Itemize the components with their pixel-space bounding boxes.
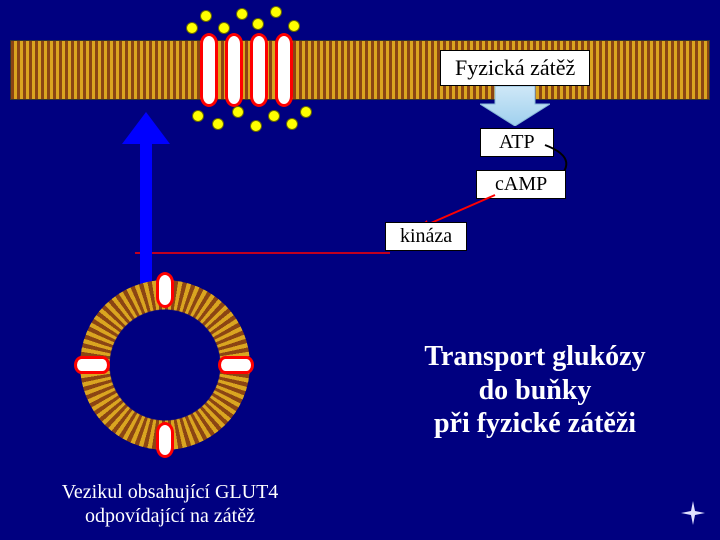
vesicle-glut4-channel	[74, 356, 110, 374]
glucose-dot	[268, 110, 280, 122]
vesicle-caption: Vezikul obsahující GLUT4 odpovídající na…	[20, 480, 320, 528]
glut4-channel	[275, 33, 293, 107]
cell-membrane	[10, 40, 710, 100]
glucose-dot	[200, 10, 212, 22]
caption-line: Vezikul obsahující GLUT4	[20, 480, 320, 504]
diagram-title: Transport glukózy do buňky při fyzické z…	[370, 340, 700, 441]
glucose-dot	[186, 22, 198, 34]
caption-line: odpovídající na zátěž	[20, 504, 320, 528]
glucose-dot	[192, 110, 204, 122]
kinase-line	[135, 252, 390, 256]
stimulus-arrow-icon	[480, 86, 550, 126]
translocation-arrow-head-icon	[122, 112, 170, 144]
glucose-dot	[270, 6, 282, 18]
stimulus-label: Fyzická zátěž	[440, 50, 590, 86]
glucose-dot	[232, 106, 244, 118]
glucose-dot	[252, 18, 264, 30]
vesicle-glut4-channel	[156, 272, 174, 308]
glut4-channel	[250, 33, 268, 107]
glut4-channel	[225, 33, 243, 107]
glucose-dot	[212, 118, 224, 130]
title-line: do buňky	[370, 374, 700, 408]
glucose-dot	[218, 22, 230, 34]
vesicle-glut4-channel	[218, 356, 254, 374]
glucose-dot	[288, 20, 300, 32]
star-icon	[681, 501, 705, 525]
title-line: Transport glukózy	[370, 340, 700, 374]
glucose-dot	[286, 118, 298, 130]
vesicle-glut4-channel	[156, 422, 174, 458]
glucose-dot	[300, 106, 312, 118]
kinase-label: kináza	[385, 222, 467, 251]
glucose-dot	[236, 8, 248, 20]
translocation-arrow-shaft	[140, 140, 152, 285]
glut4-channel	[200, 33, 218, 107]
glucose-dot	[250, 120, 262, 132]
title-line: při fyzické zátěži	[370, 407, 700, 441]
